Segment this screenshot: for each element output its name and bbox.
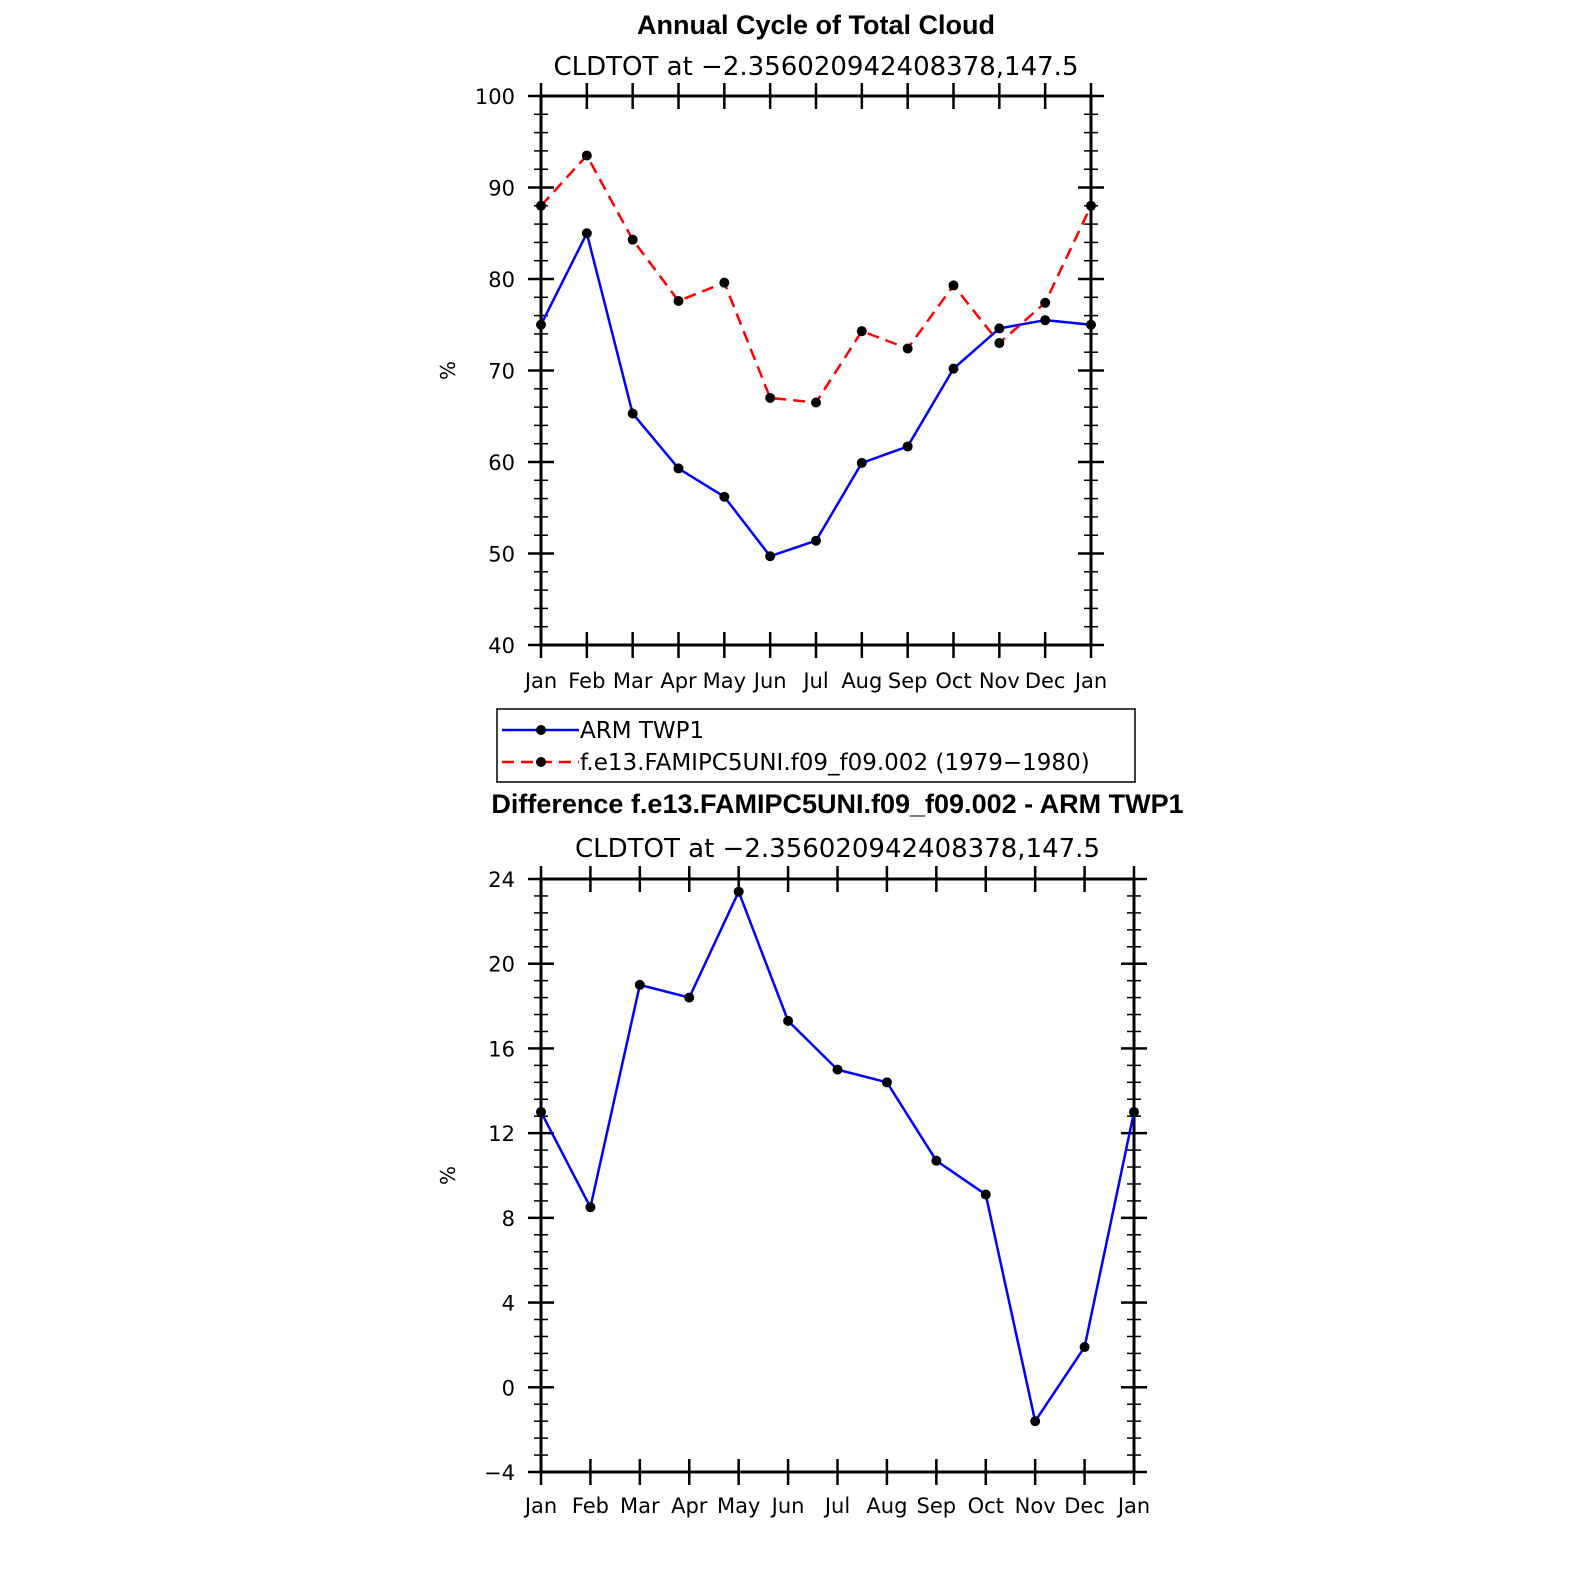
y-tick-label: 20: [488, 953, 515, 977]
y-tick-label: 12: [488, 1122, 515, 1146]
data-point: [765, 392, 776, 403]
chart-title: Annual Cycle of Total Cloud: [637, 10, 995, 40]
data-point: [1086, 200, 1096, 211]
data-point: [1040, 297, 1051, 308]
legend-box: [496, 708, 1136, 783]
x-tick-label: Feb: [568, 669, 605, 693]
data-point: [581, 228, 592, 239]
legend: ARM TWP1 f.e13.FAMIPC5UNI.f09_f09.002 (19…: [496, 708, 1136, 783]
x-tick-label: Jul: [801, 669, 828, 693]
data-point: [783, 1015, 794, 1026]
data-point: [733, 886, 744, 897]
y-axis-label: %: [436, 1166, 460, 1185]
x-tick-label: Aug: [841, 669, 882, 693]
y-tick-label: 16: [488, 1037, 515, 1061]
data-point: [811, 397, 821, 408]
data-point: [719, 491, 730, 502]
x-tick-label: May: [703, 669, 746, 693]
data-point: [673, 295, 684, 306]
data-point: [948, 363, 959, 374]
data-point: [627, 408, 638, 419]
data-point: [832, 1064, 843, 1075]
data-point: [634, 979, 645, 990]
y-tick-label: 70: [488, 360, 515, 384]
y-tick-label: 40: [488, 634, 515, 658]
y-tick-label: −4: [484, 1461, 515, 1485]
data-point: [994, 338, 1005, 349]
data-point: [627, 234, 638, 245]
data-point: [581, 150, 592, 161]
data-point: [902, 441, 913, 452]
data-point: [1086, 319, 1096, 330]
y-tick-label: 90: [488, 177, 515, 201]
data-point: [856, 326, 867, 337]
chart-subtitle: CLDTOT at −2.356020942408378,147.5: [554, 52, 1079, 82]
data-point: [1030, 1416, 1041, 1427]
data-point: [1040, 315, 1051, 326]
data-point: [948, 280, 959, 291]
y-axis-label: %: [436, 361, 460, 380]
data-point: [536, 200, 546, 211]
data-point: [856, 457, 867, 468]
x-tick-label: May: [717, 1494, 760, 1518]
data-point: [1079, 1342, 1090, 1353]
x-tick-label: Jun: [770, 1494, 805, 1518]
data-point: [1129, 1106, 1139, 1117]
y-tick-label: 60: [488, 451, 515, 475]
data-point: [980, 1189, 991, 1200]
x-tick-label: Mar: [613, 669, 653, 693]
y-tick-label: 4: [502, 1292, 515, 1316]
x-tick-label: Oct: [935, 669, 971, 693]
y-tick-label: 80: [488, 268, 515, 292]
x-tick-label: Sep: [888, 669, 928, 693]
chart-2: Difference f.e13.FAMIPC5UNI.f09_f09.002 …: [436, 789, 1184, 1518]
y-tick-label: 100: [475, 85, 515, 109]
y-tick-label: 8: [502, 1207, 515, 1231]
data-point: [684, 992, 695, 1003]
data-point: [536, 1106, 546, 1117]
y-tick-label: 50: [488, 543, 515, 567]
x-tick-label: Jul: [823, 1494, 850, 1518]
data-point: [673, 463, 684, 474]
y-tick-label: 24: [488, 868, 515, 892]
legend-marker: [536, 757, 546, 767]
x-tick-label: Dec: [1025, 669, 1066, 693]
x-tick-label: Jan: [1116, 1494, 1150, 1518]
chart-subtitle: CLDTOT at −2.356020942408378,147.5: [575, 834, 1100, 864]
data-point: [585, 1202, 596, 1213]
data-point: [719, 277, 730, 288]
chart-1: Annual Cycle of Total Cloud CLDTOT at −2.…: [436, 10, 1136, 783]
x-tick-label: Jun: [752, 669, 787, 693]
data-point: [881, 1077, 892, 1088]
data-point: [994, 323, 1005, 334]
y-tick-label: 0: [502, 1376, 515, 1400]
x-tick-label: Sep: [917, 1494, 957, 1518]
x-tick-label: Apr: [660, 669, 697, 693]
legend-marker: [536, 725, 546, 735]
data-point: [902, 343, 913, 354]
legend-label: ARM TWP1: [580, 718, 704, 744]
x-tick-label: Oct: [968, 1494, 1004, 1518]
x-tick-label: Dec: [1064, 1494, 1105, 1518]
x-tick-label: Jan: [523, 669, 557, 693]
x-tick-label: Aug: [866, 1494, 907, 1518]
chart-title: Difference f.e13.FAMIPC5UNI.f09_f09.002 …: [491, 789, 1183, 819]
data-point: [931, 1155, 942, 1166]
x-tick-label: Apr: [671, 1494, 708, 1518]
x-tick-label: Nov: [979, 669, 1020, 693]
data-point: [765, 551, 776, 562]
x-tick-label: Nov: [1015, 1494, 1056, 1518]
x-tick-label: Jan: [1073, 669, 1107, 693]
x-tick-label: Jan: [523, 1494, 557, 1518]
legend-label: f.e13.FAMIPC5UNI.f09_f09.002 (1979−1980): [580, 750, 1090, 776]
data-point: [811, 535, 821, 546]
x-tick-label: Mar: [620, 1494, 660, 1518]
x-tick-label: Feb: [572, 1494, 609, 1518]
data-point: [536, 319, 546, 330]
